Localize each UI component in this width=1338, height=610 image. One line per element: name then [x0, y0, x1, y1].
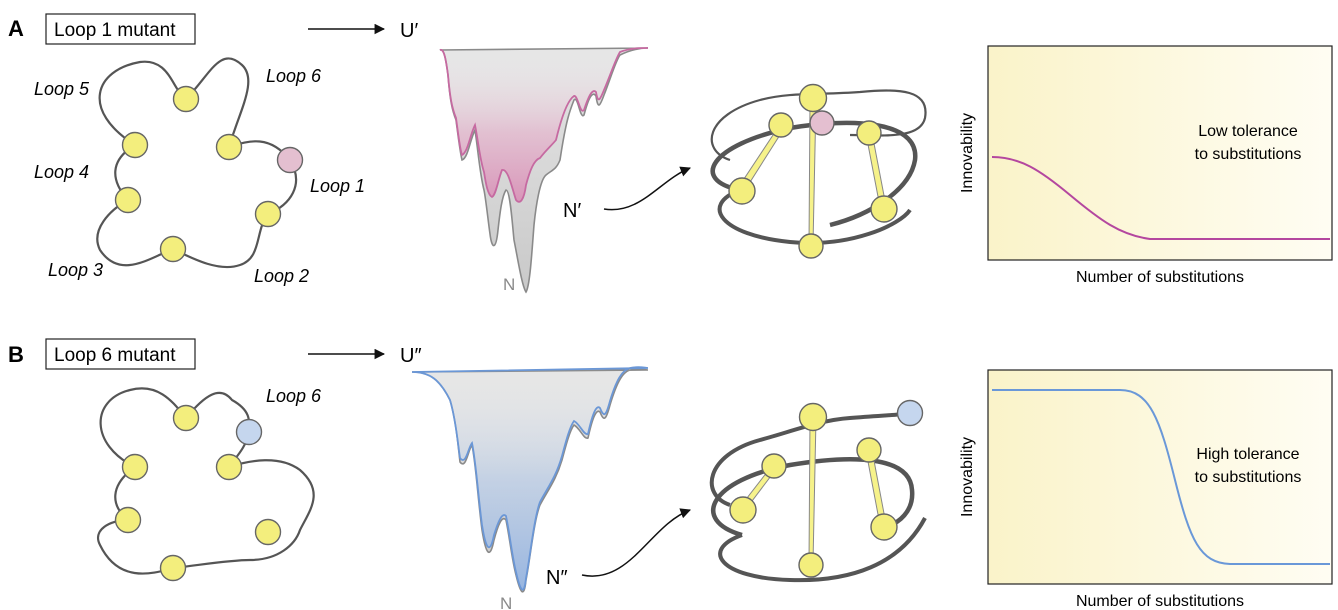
residue — [728, 177, 756, 205]
native-state-label: N — [500, 594, 512, 610]
residue — [798, 552, 824, 578]
residue — [172, 85, 200, 113]
loop-backbone — [96, 57, 297, 269]
energy-landscape — [411, 366, 649, 593]
innovability-chart-a: Low tolerance to substitutions Number of… — [959, 45, 1333, 286]
residue — [798, 83, 828, 113]
residue — [798, 402, 828, 432]
folded-structure — [709, 399, 927, 583]
chart-line — [991, 156, 1330, 240]
mutant-residue — [809, 110, 835, 136]
contact — [808, 417, 817, 564]
chart-xlabel: Number of substitutions — [1076, 593, 1244, 610]
innovability-chart-b: High tolerance to substitutions Number o… — [959, 369, 1333, 610]
mutant-landscape — [411, 366, 649, 591]
panel-a: A Loop 1 mutant U′ Loop 5 Loop 6 Loop 4 … — [8, 13, 1333, 294]
mutant-native-state-label: N′ — [563, 200, 581, 222]
loop-label: Loop 5 — [34, 79, 90, 99]
backbone-top — [710, 89, 927, 162]
loop-label: Loop 4 — [34, 162, 89, 182]
residue — [870, 513, 898, 541]
residue — [870, 195, 898, 223]
residue — [159, 554, 187, 582]
residue — [254, 518, 282, 546]
mutant-residue-loop1 — [276, 146, 304, 174]
backbone-top — [709, 412, 906, 507]
backbone-middle — [710, 120, 918, 228]
residue — [114, 506, 142, 534]
panel-b-letter: B — [8, 342, 24, 367]
chart-annotation-line2: to substitutions — [1195, 146, 1302, 163]
folded-structure — [710, 83, 927, 259]
loop-label: Loop 3 — [48, 260, 103, 280]
chart-ylabel: Innovability — [959, 113, 976, 193]
loop-label: Loop 1 — [310, 176, 365, 196]
backbone-middle — [711, 457, 915, 538]
mutant-label-box — [45, 13, 196, 45]
residue — [215, 133, 243, 161]
residue — [159, 235, 187, 263]
chart-line — [992, 389, 1330, 565]
residue — [121, 131, 149, 159]
loop-label: Loop 6 — [266, 66, 322, 86]
mutant-label-box — [45, 338, 196, 370]
loop-schematic — [97, 387, 315, 582]
mutant-residue — [896, 399, 924, 427]
unfolded-state-label: U″ — [400, 345, 422, 367]
energy-landscape — [439, 47, 649, 294]
chart-xlabel: Number of substitutions — [1076, 269, 1244, 286]
backbone-bottom — [717, 188, 912, 245]
residue — [768, 112, 794, 138]
loop-schematic — [96, 57, 304, 269]
residue — [254, 200, 282, 228]
residue — [798, 233, 824, 259]
residue — [761, 453, 787, 479]
chart-frame — [987, 369, 1333, 585]
mutant-native-state-label: N″ — [546, 567, 568, 589]
mutant-landscape — [439, 47, 649, 203]
panel-b: B Loop 6 mutant U″ Loop 6 N N″ — [8, 338, 1333, 610]
panel-a-letter: A — [8, 16, 24, 41]
arrow-to-structure — [603, 166, 691, 211]
residue — [856, 437, 882, 463]
loop-label: Loop 2 — [254, 266, 309, 286]
chart-annotation-line1: High tolerance — [1196, 446, 1299, 463]
residue — [215, 453, 243, 481]
mutant-residue-loop6 — [235, 418, 263, 446]
chart-annotation-line1: Low tolerance — [1198, 123, 1298, 140]
loop-backbone — [97, 387, 315, 575]
chart-ylabel: Innovability — [959, 437, 976, 517]
mutant-label: Loop 6 mutant — [54, 345, 176, 366]
unfolded-state-label: U′ — [400, 20, 418, 42]
backbone-bottom — [718, 517, 927, 583]
residue — [856, 120, 882, 146]
chart-annotation-line2: to substitutions — [1195, 469, 1302, 486]
residue — [729, 496, 757, 524]
mutant-label: Loop 1 mutant — [54, 20, 176, 41]
arrow-to-structure — [581, 508, 691, 577]
residue — [114, 186, 142, 214]
residue — [121, 453, 149, 481]
native-state-label: N — [503, 275, 515, 294]
chart-frame — [987, 45, 1333, 261]
loop-label: Loop 6 — [266, 386, 322, 406]
residue — [172, 404, 200, 432]
